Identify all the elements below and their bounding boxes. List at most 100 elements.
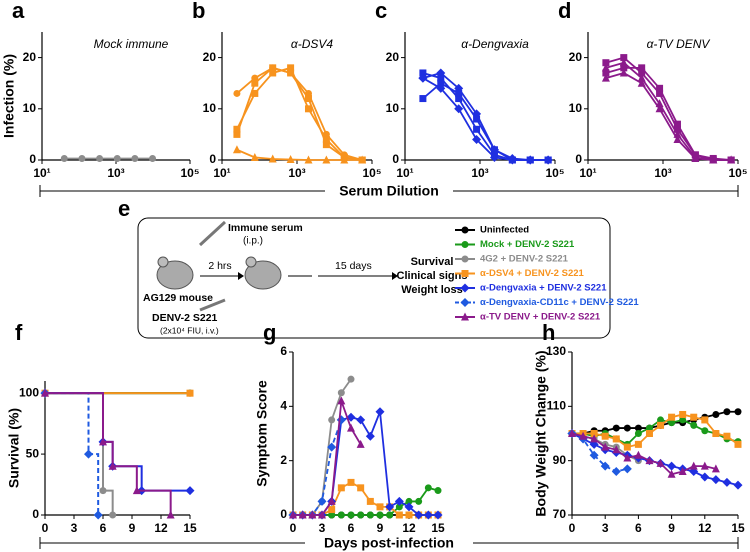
data-point (668, 413, 676, 421)
data-point (41, 388, 49, 397)
data-point (337, 511, 345, 519)
data-point (619, 58, 628, 67)
data-point (233, 130, 241, 138)
data-point (233, 89, 241, 97)
data-point (619, 68, 628, 77)
data-point (108, 461, 117, 470)
data-point (645, 456, 654, 465)
data-point (186, 389, 194, 397)
panel-title: Mock immune (94, 37, 169, 51)
y-tick-label: 0 (280, 507, 287, 521)
data-point (709, 155, 718, 164)
data-point (638, 64, 646, 72)
x-tick-label: 15 (431, 521, 445, 535)
data-point (347, 375, 355, 383)
data-point (347, 423, 355, 432)
data-point (385, 502, 395, 512)
data-point (689, 461, 698, 470)
data-point (233, 125, 241, 133)
panel-label: c (375, 0, 387, 23)
data-point (304, 155, 313, 164)
data-point (99, 487, 107, 495)
data-point (415, 497, 423, 505)
data-point (328, 416, 336, 424)
data-point (78, 154, 86, 162)
legend-marker (461, 241, 469, 248)
data-point (473, 125, 481, 133)
data-point (634, 440, 642, 448)
x-tick-label: 6 (635, 521, 642, 535)
x-tick-label: 6 (348, 521, 355, 535)
data-point (645, 424, 653, 432)
y-tick-label: 0 (575, 152, 582, 166)
panel-label: e (118, 196, 130, 221)
mouse-icon (156, 260, 194, 290)
data-point (337, 396, 346, 405)
data-point (712, 410, 720, 418)
x-tick-label: 10⁵ (546, 166, 565, 180)
y-tick-label: 10 (203, 101, 217, 115)
data-point (489, 152, 499, 162)
readout: Survival (411, 256, 454, 268)
data-point (656, 84, 664, 92)
series-line (236, 148, 363, 161)
data-point (437, 79, 445, 87)
data-point (543, 155, 553, 165)
series-line (572, 410, 738, 435)
data-point (600, 461, 610, 471)
data-point (637, 73, 646, 82)
x-tick-label: 0 (569, 521, 576, 535)
x-tick-label: 12 (154, 521, 168, 535)
data-point (434, 487, 442, 495)
data-point (99, 437, 107, 446)
data-point (590, 430, 598, 437)
data-point (691, 153, 700, 162)
data-point (318, 510, 326, 519)
data-point (690, 413, 698, 421)
data-point (673, 135, 682, 144)
data-point (251, 79, 259, 87)
data-point (250, 152, 259, 161)
data-point (455, 95, 463, 103)
data-point (602, 69, 610, 77)
series-line (605, 66, 732, 161)
panel-title: α-Dengvaxia (461, 37, 529, 51)
x-tick-label: 3 (602, 521, 609, 535)
bracket-gap (305, 535, 473, 551)
legend-marker (460, 298, 470, 307)
data-point (612, 445, 621, 454)
panel-label: f (15, 320, 23, 345)
x-tick-label: 12 (402, 521, 416, 535)
data-point (268, 154, 277, 163)
data-point (358, 155, 367, 164)
data-point (337, 484, 345, 492)
panel-label: b (192, 0, 205, 23)
legend-label: Mock + DENV-2 S221 (480, 239, 575, 250)
x-tick-label: 10¹ (213, 166, 230, 180)
data-point (404, 502, 414, 512)
y-tick-label: 6 (280, 344, 287, 358)
data-point (637, 78, 646, 87)
data-point (386, 511, 394, 519)
x-tick-label: 0 (42, 521, 49, 535)
data-point (357, 484, 365, 492)
data-point (414, 510, 424, 520)
data-point (590, 434, 599, 443)
data-point (620, 54, 628, 62)
data-point (298, 510, 307, 519)
data-point (327, 442, 337, 452)
x-axis-title: Days post-infection (324, 535, 454, 551)
data-point (347, 511, 355, 519)
y-tick-label: 100 (19, 385, 39, 399)
data-point (734, 408, 742, 416)
data-point (701, 427, 709, 435)
data-point (634, 450, 643, 459)
mouse-ear (157, 256, 169, 268)
x-tick-label: 12 (698, 521, 712, 535)
data-point (405, 511, 413, 519)
data-point (356, 439, 365, 448)
interval-label: 2 hrs (208, 260, 231, 272)
data-point (711, 475, 721, 485)
data-point (589, 450, 599, 460)
y-tick-label: 110 (547, 399, 567, 413)
